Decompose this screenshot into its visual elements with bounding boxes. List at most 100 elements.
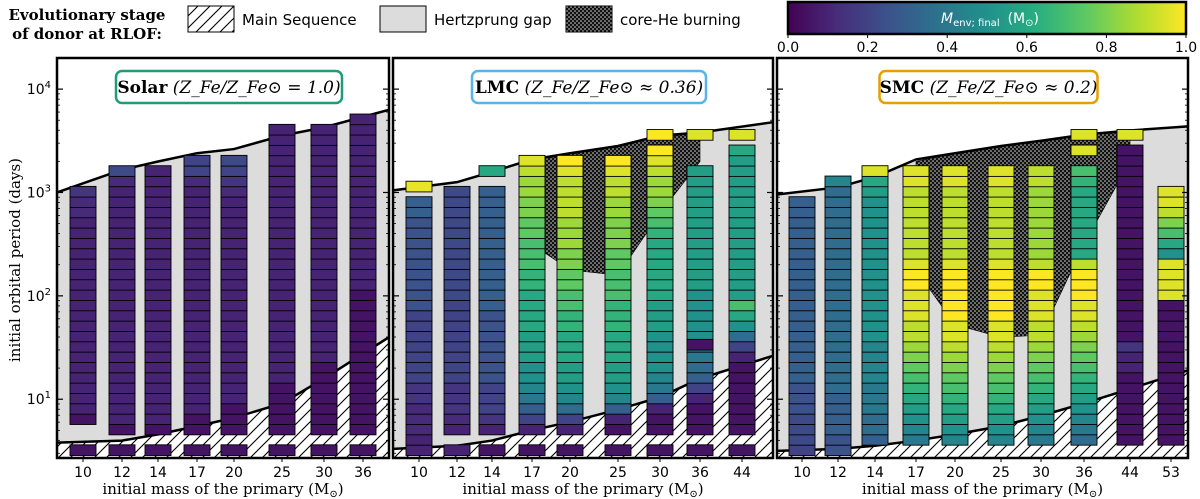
grid-cell [443, 299, 471, 312]
grid-cell [556, 154, 584, 167]
grid-cell [941, 403, 969, 415]
x-tick-label: 14 [483, 465, 501, 481]
colorbar-tick-label: 0.6 [1016, 40, 1038, 56]
grid-cell [1070, 361, 1098, 374]
grid-cell [220, 206, 248, 219]
grid-cell [478, 361, 506, 374]
colorbar-tick-label: 1.0 [1175, 40, 1197, 56]
grid-cell [108, 444, 136, 456]
grid-cell [824, 258, 852, 270]
x-axis-label: initial mass of the primary (M⊙) [462, 480, 703, 499]
grid-cell [183, 340, 211, 353]
grid-cell [405, 299, 433, 312]
grid-cell [183, 227, 211, 239]
grid-cell [478, 268, 506, 281]
grid-cell [902, 165, 930, 177]
grid-cell [405, 258, 433, 270]
grid-cell [443, 444, 471, 456]
grid-cell [824, 309, 852, 322]
grid-cell [144, 299, 172, 312]
grid-cell [646, 403, 674, 415]
grid-cell [518, 320, 546, 332]
grid-cell [268, 351, 296, 363]
grid-cell [788, 196, 816, 208]
grid-cell [604, 392, 632, 405]
grid-cell [728, 299, 756, 312]
grid-cell [941, 289, 969, 301]
grid-cell [646, 330, 674, 343]
grid-cell [987, 320, 1015, 332]
grid-cell [1027, 340, 1055, 353]
grid-cell [941, 330, 969, 343]
grid-cell [987, 289, 1015, 301]
grid-cell [443, 278, 471, 291]
grid-cell [824, 330, 852, 343]
grid-cell [604, 258, 632, 270]
grid-cell [604, 289, 632, 301]
colorbar-tick-label: 0.8 [1095, 40, 1117, 56]
grid-cell [604, 403, 632, 415]
panel-title-box [470, 69, 708, 105]
grid-cell [183, 216, 211, 229]
y-tick-label: 104 [27, 80, 51, 98]
grid-cell [861, 206, 889, 219]
grid-cell [987, 206, 1015, 219]
grid-cell [108, 392, 136, 405]
grid-cell [69, 289, 97, 301]
x-tick-label: 53 [1162, 465, 1180, 481]
grid-cell [728, 129, 756, 141]
grid-cell [902, 423, 930, 436]
grid-cell [646, 129, 674, 141]
grid-cell [686, 444, 714, 456]
grid-cell [728, 340, 756, 353]
grid-cell [144, 216, 172, 229]
grid-cell [183, 413, 211, 425]
grid-cell [1116, 403, 1144, 415]
grid-cell [987, 351, 1015, 363]
grid-cell [349, 247, 377, 260]
grid-cell [728, 320, 756, 332]
grid-cell [604, 423, 632, 436]
grid-cell [728, 392, 756, 405]
grid-cell [69, 330, 97, 343]
grid-cell [443, 423, 471, 436]
grid-cell [556, 289, 584, 301]
grid-cell [478, 258, 506, 270]
grid-cell [728, 165, 756, 177]
grid-cell [728, 196, 756, 208]
grid-cell [646, 278, 674, 291]
grid-cell [220, 423, 248, 436]
grid-cell [144, 340, 172, 353]
grid-cell [405, 278, 433, 291]
grid-cell [861, 196, 889, 208]
main-sequence-region [57, 337, 389, 458]
grid-cell [268, 320, 296, 332]
x-tick-label: 20 [946, 465, 964, 481]
grid-cell [646, 444, 674, 456]
grid-cell [478, 320, 506, 332]
grid-cell [941, 423, 969, 436]
grid-cell [183, 309, 211, 322]
grid-cell [349, 392, 377, 405]
grid-cell [987, 371, 1015, 384]
grid-cell [556, 268, 584, 281]
grid-cell [824, 216, 852, 229]
grid-cell [405, 361, 433, 374]
grid-cell [1157, 289, 1185, 301]
x-tick-label: 25 [273, 465, 291, 481]
grid-cell [646, 392, 674, 405]
grid-cell [310, 320, 338, 332]
grid-cell [686, 309, 714, 322]
grid-cell [987, 278, 1015, 291]
grid-cell [518, 165, 546, 177]
grid-cell [1027, 289, 1055, 301]
grid-cell [108, 299, 136, 312]
grid-cell [788, 247, 816, 260]
grid-cell [941, 299, 969, 312]
grid-cell [443, 330, 471, 343]
grid-cell [310, 403, 338, 415]
grid-cell [556, 196, 584, 208]
grid-cell [987, 330, 1015, 343]
grid-cell [349, 196, 377, 208]
grid-cell [478, 216, 506, 229]
